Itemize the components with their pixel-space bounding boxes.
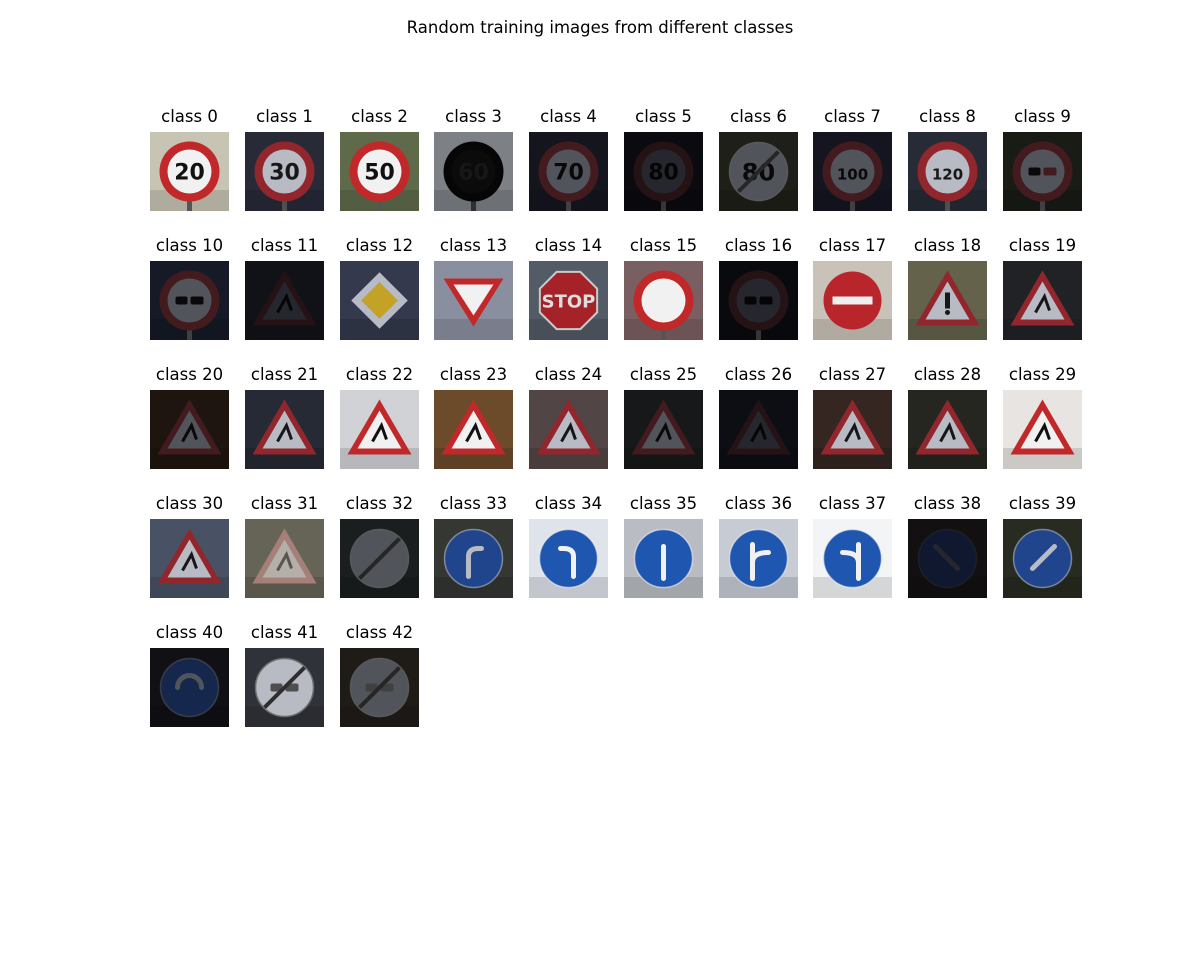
traffic-sign-image: [340, 390, 419, 469]
panel-title: class 23: [439, 365, 508, 384]
traffic-sign-image: [1003, 132, 1082, 211]
panel-title: class 10: [155, 236, 224, 255]
traffic-sign-image: [340, 648, 419, 727]
panel-title: class 36: [724, 494, 793, 513]
panel-title: class 6: [730, 107, 787, 126]
traffic-sign-image: [150, 390, 229, 469]
panel-title: class 4: [540, 107, 597, 126]
svg-text:120: 120: [932, 166, 963, 184]
panel-title: class 25: [629, 365, 698, 384]
traffic-sign-image: [150, 261, 229, 340]
panel-title: class 15: [629, 236, 698, 255]
traffic-sign-image: 100: [813, 132, 892, 211]
traffic-sign-image: [434, 390, 513, 469]
panel-title: class 14: [534, 236, 603, 255]
panel-title: class 12: [345, 236, 414, 255]
panel-title: class 5: [635, 107, 692, 126]
panel-title: class 34: [534, 494, 603, 513]
traffic-sign-image: [719, 519, 798, 598]
panel-title: class 8: [919, 107, 976, 126]
traffic-sign-image: [813, 390, 892, 469]
traffic-sign-image: 120: [908, 132, 987, 211]
panel-title: class 20: [155, 365, 224, 384]
panel-title: class 30: [155, 494, 224, 513]
traffic-sign-image: [434, 519, 513, 598]
panel-title: class 9: [1014, 107, 1071, 126]
panel-title: class 0: [161, 107, 218, 126]
traffic-sign-image: [624, 390, 703, 469]
panel-title: class 19: [1008, 236, 1077, 255]
panel-title: class 7: [824, 107, 881, 126]
traffic-sign-image: [908, 390, 987, 469]
figure-title: Random training images from different cl…: [406, 18, 794, 37]
svg-text:100: 100: [837, 166, 868, 184]
traffic-sign-image: STOP: [529, 261, 608, 340]
panel-title: class 29: [1008, 365, 1077, 384]
panel-title: class 13: [439, 236, 508, 255]
svg-text:STOP: STOP: [542, 292, 596, 313]
traffic-sign-image: [624, 519, 703, 598]
traffic-sign-image: [245, 519, 324, 598]
svg-text:60: 60: [458, 161, 489, 186]
traffic-sign-image: [719, 261, 798, 340]
traffic-sign-image: [245, 390, 324, 469]
traffic-sign-image: 50: [340, 132, 419, 211]
panel-title: class 31: [250, 494, 319, 513]
traffic-sign-image: [908, 261, 987, 340]
traffic-sign-image: [813, 261, 892, 340]
panel-title: class 28: [913, 365, 982, 384]
panel-title: class 1: [256, 107, 313, 126]
panel-title: class 32: [345, 494, 414, 513]
svg-text:50: 50: [364, 161, 395, 186]
panel-title: class 24: [534, 365, 603, 384]
panel-title: class 3: [445, 107, 502, 126]
traffic-sign-image: 20: [150, 132, 229, 211]
svg-text:70: 70: [553, 161, 584, 186]
panel-title: class 41: [250, 623, 319, 642]
panel-title: class 33: [439, 494, 508, 513]
panel-title: class 27: [818, 365, 887, 384]
traffic-sign-image: 30: [245, 132, 324, 211]
panel-title: class 17: [818, 236, 887, 255]
panel-title: class 21: [250, 365, 319, 384]
traffic-sign-image: [245, 261, 324, 340]
panel-title: class 37: [818, 494, 887, 513]
traffic-sign-image: [340, 519, 419, 598]
panel-title: class 39: [1008, 494, 1077, 513]
traffic-sign-image: [1003, 261, 1082, 340]
traffic-sign-image: [529, 390, 608, 469]
panel-title: class 2: [351, 107, 408, 126]
traffic-sign-image: [719, 390, 798, 469]
panel-title: class 42: [345, 623, 414, 642]
panel-title: class 18: [913, 236, 982, 255]
panel-title: class 35: [629, 494, 698, 513]
panel-title: class 11: [250, 236, 319, 255]
traffic-sign-image: 80: [624, 132, 703, 211]
svg-text:20: 20: [174, 161, 205, 186]
traffic-sign-image: [150, 648, 229, 727]
traffic-sign-image: [150, 519, 229, 598]
traffic-sign-image: [813, 519, 892, 598]
svg-text:30: 30: [269, 161, 300, 186]
traffic-sign-image: 70: [529, 132, 608, 211]
panel-title: class 38: [913, 494, 982, 513]
panel-title: class 40: [155, 623, 224, 642]
traffic-sign-image: [340, 261, 419, 340]
traffic-sign-image: [1003, 519, 1082, 598]
traffic-sign-image: 60: [434, 132, 513, 211]
traffic-sign-image: 80: [719, 132, 798, 211]
traffic-sign-image: [529, 519, 608, 598]
panel-title: class 26: [724, 365, 793, 384]
traffic-sign-image: [624, 261, 703, 340]
panel-title: class 16: [724, 236, 793, 255]
svg-text:80: 80: [648, 161, 679, 186]
traffic-sign-image: [908, 519, 987, 598]
traffic-sign-image: [245, 648, 324, 727]
traffic-sign-image: [434, 261, 513, 340]
traffic-sign-image: [1003, 390, 1082, 469]
panel-title: class 22: [345, 365, 414, 384]
